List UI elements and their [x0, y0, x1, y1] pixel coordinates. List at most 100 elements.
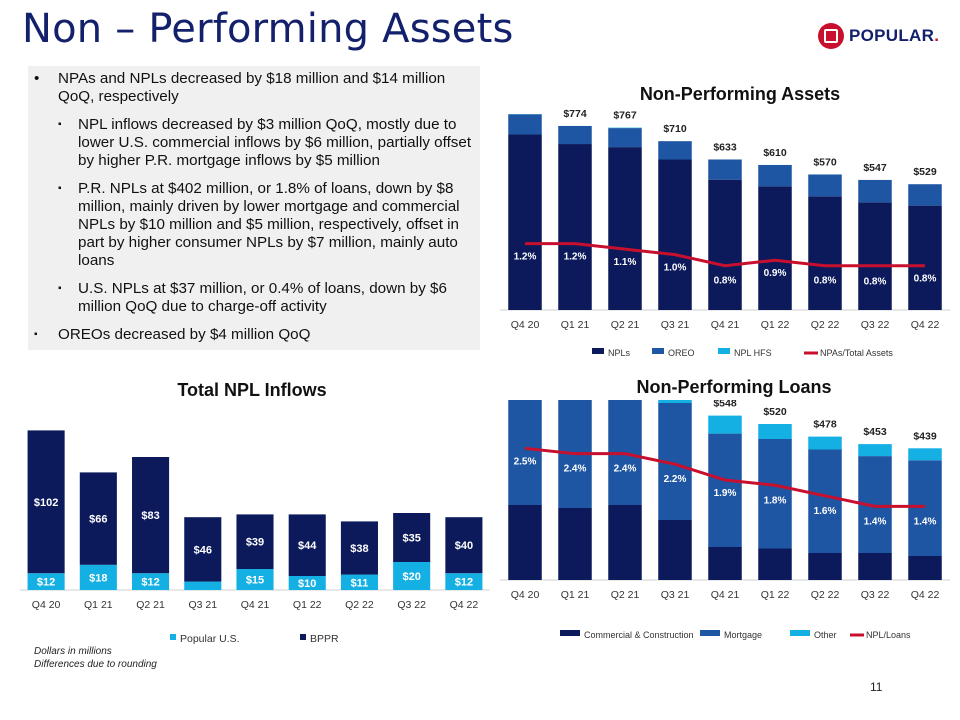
npa-bar-oreo: [508, 114, 542, 135]
inflows-x-tick-label: Q4 20: [32, 599, 61, 611]
inflows-bar-popular-u-s: [79, 564, 117, 590]
npl-legend-label-commercial-construction: Commercial & Construction: [584, 630, 694, 640]
page-number: 11: [870, 680, 883, 694]
npl-bar-other: [708, 415, 742, 434]
npa-total-label: $547: [863, 162, 887, 174]
inflows-value-label-bppr: $66: [89, 514, 107, 526]
npl-bar-commercial-construction: [508, 505, 542, 580]
npa-x-tick-label: Q3 21: [661, 319, 690, 331]
npa-bar-oreo: [808, 174, 842, 197]
sub-bullet-marker: ▪: [58, 183, 62, 194]
npl-chart-title: Non-Performing Loans: [636, 377, 832, 397]
npa-total-label: $633: [713, 141, 737, 153]
inflows-value-label-popular-u-s: $12: [455, 577, 473, 589]
inflows-value-label-bppr: $83: [141, 510, 159, 522]
inflows-bar-bppr: [27, 430, 65, 574]
footnote-dollars: Dollars in millions: [34, 646, 112, 657]
npa-ratio-line: [525, 242, 925, 268]
npl-ratio-label: 2.2%: [664, 474, 687, 485]
inflows-value-label-popular-u-s: $11: [351, 577, 369, 589]
npa-total-label: $710: [663, 123, 687, 135]
npa-bar-oreo: [858, 179, 892, 203]
npa-x-tick-label: Q2 22: [811, 319, 840, 331]
inflows-value-label-popular-u-s: $10: [298, 578, 316, 590]
inflows-legend-swatch-popular-u-s: [170, 634, 176, 640]
npa-bar-npls: [608, 147, 642, 310]
npa-bar-oreo: [558, 125, 592, 145]
npa-legend-label-npl-hfs: NPL HFS: [734, 348, 772, 358]
npa-bar-npls: [708, 179, 742, 310]
npa-legend-swatch-npls: [592, 348, 604, 354]
npl-ratio-label: 1.4%: [914, 516, 937, 527]
inflows-legend-label-bppr: BPPR: [310, 633, 339, 645]
npa-ratio-label: 1.0%: [664, 263, 687, 274]
npa-bar-npls: [808, 196, 842, 310]
inflows-bar-bppr: [184, 517, 222, 582]
popular-logo: POPULAR.: [818, 20, 939, 52]
npa-bar-npls: [658, 159, 692, 310]
npa-bar-oreo: [758, 164, 792, 187]
npa-ratio-label: 0.8%: [814, 276, 837, 287]
sub-bullet-text: U.S. NPLs at $37 million, or 0.4% of loa…: [78, 280, 447, 315]
npa-x-tick-label: Q1 21: [561, 319, 590, 331]
npa-bar-oreo: [908, 184, 942, 206]
inflows-value-label-bppr: $102: [34, 497, 58, 509]
inflows-value-label-bppr: $35: [402, 533, 420, 545]
npa-bar-oreo: [608, 128, 642, 148]
npl-legend-label-npl-loans: NPL/Loans: [866, 630, 911, 640]
npa-bar-npls: [758, 186, 792, 310]
npa-x-tick-label: Q4 22: [911, 319, 940, 331]
bullet-text: NPAs and NPLs decreased by $18 million a…: [58, 70, 446, 105]
npl-legend-swatch-other: [790, 630, 810, 636]
inflows-x-tick-label: Q3 22: [397, 599, 426, 611]
npa-ratio-label: 0.8%: [864, 277, 887, 288]
inflows-value-label-popular-u-s: $12: [141, 577, 159, 589]
npl-legend-swatch-commercial-construction: [560, 630, 580, 636]
npa-ratio-label: 0.8%: [914, 274, 937, 285]
bullet-marker: ▪: [34, 329, 38, 340]
inflows-bar-bppr: [236, 514, 274, 569]
inflows-x-tick-label: Q4 22: [450, 599, 479, 611]
npa-bar-oreo: [658, 141, 692, 160]
npa-bar-oreo: [708, 159, 742, 180]
sub-bullet-text: P.R. NPLs at $402 million, or 1.8% of lo…: [78, 180, 460, 269]
inflows-chart-title: Total NPL Inflows: [177, 380, 327, 400]
npa-total-label: $570: [813, 156, 837, 168]
inflows-value-label-popular-u-s: $20: [402, 571, 420, 583]
inflows-value-label-bppr: $46: [194, 544, 212, 556]
logo-dot: .: [934, 26, 940, 45]
npa-legend-swatch-npl-hfs: [718, 348, 730, 354]
inflows-bar-popular-u-s: [184, 581, 222, 590]
inflows-bar-popular-u-s: [340, 574, 378, 590]
inflows-x-tick-label: Q3 21: [188, 599, 217, 611]
inflows-bar-popular-u-s: [393, 562, 431, 590]
bullet-text: OREOs decreased by $4 million QoQ: [58, 326, 311, 343]
inflows-value-label-popular-u-s: $15: [246, 575, 264, 587]
npl-bar-other: [658, 400, 692, 403]
inflows-bar-bppr: [393, 513, 431, 562]
npl-x-tick-label: Q2 22: [811, 589, 840, 601]
inflows-x-tick-label: Q2 22: [345, 599, 374, 611]
summary-bullets-panel: • NPAs and NPLs decreased by $18 million …: [28, 66, 480, 350]
npl-ratio-label: 1.6%: [814, 506, 837, 517]
logo-word: POPULAR: [849, 26, 935, 45]
npl-bar-other: [758, 424, 792, 439]
npa-x-tick-label: Q3 22: [861, 319, 890, 331]
npl-x-tick-label: Q4 22: [911, 589, 940, 601]
npa-x-tick-label: Q4 20: [511, 319, 540, 331]
sub-bullet-inflows: ▪ NPL inflows decreased by $3 million QoQ…: [28, 116, 480, 170]
npl-bar-other: [908, 448, 942, 461]
inflows-bar-bppr: [79, 472, 117, 565]
npa-total-label: $529: [913, 166, 937, 178]
npa-total-label: $767: [613, 110, 637, 122]
npl-legend-label-other: Other: [814, 630, 837, 640]
bullet-marker: •: [34, 70, 40, 87]
inflows-bar-popular-u-s: [27, 573, 65, 590]
npa-ratio-label: 0.9%: [764, 268, 787, 279]
inflows-chart: $12 $102 Q4 20 $18 $66 Q1 21 $12 $83 Q2 21 $6 $46 Q…: [20, 430, 490, 645]
npa-ratio-label: 1.2%: [564, 252, 587, 263]
inflows-legend-label-popular-u-s: Popular U.S.: [180, 633, 240, 645]
footnote-rounding: Differences due to rounding: [34, 659, 157, 670]
npa-total-label: $610: [763, 147, 787, 159]
